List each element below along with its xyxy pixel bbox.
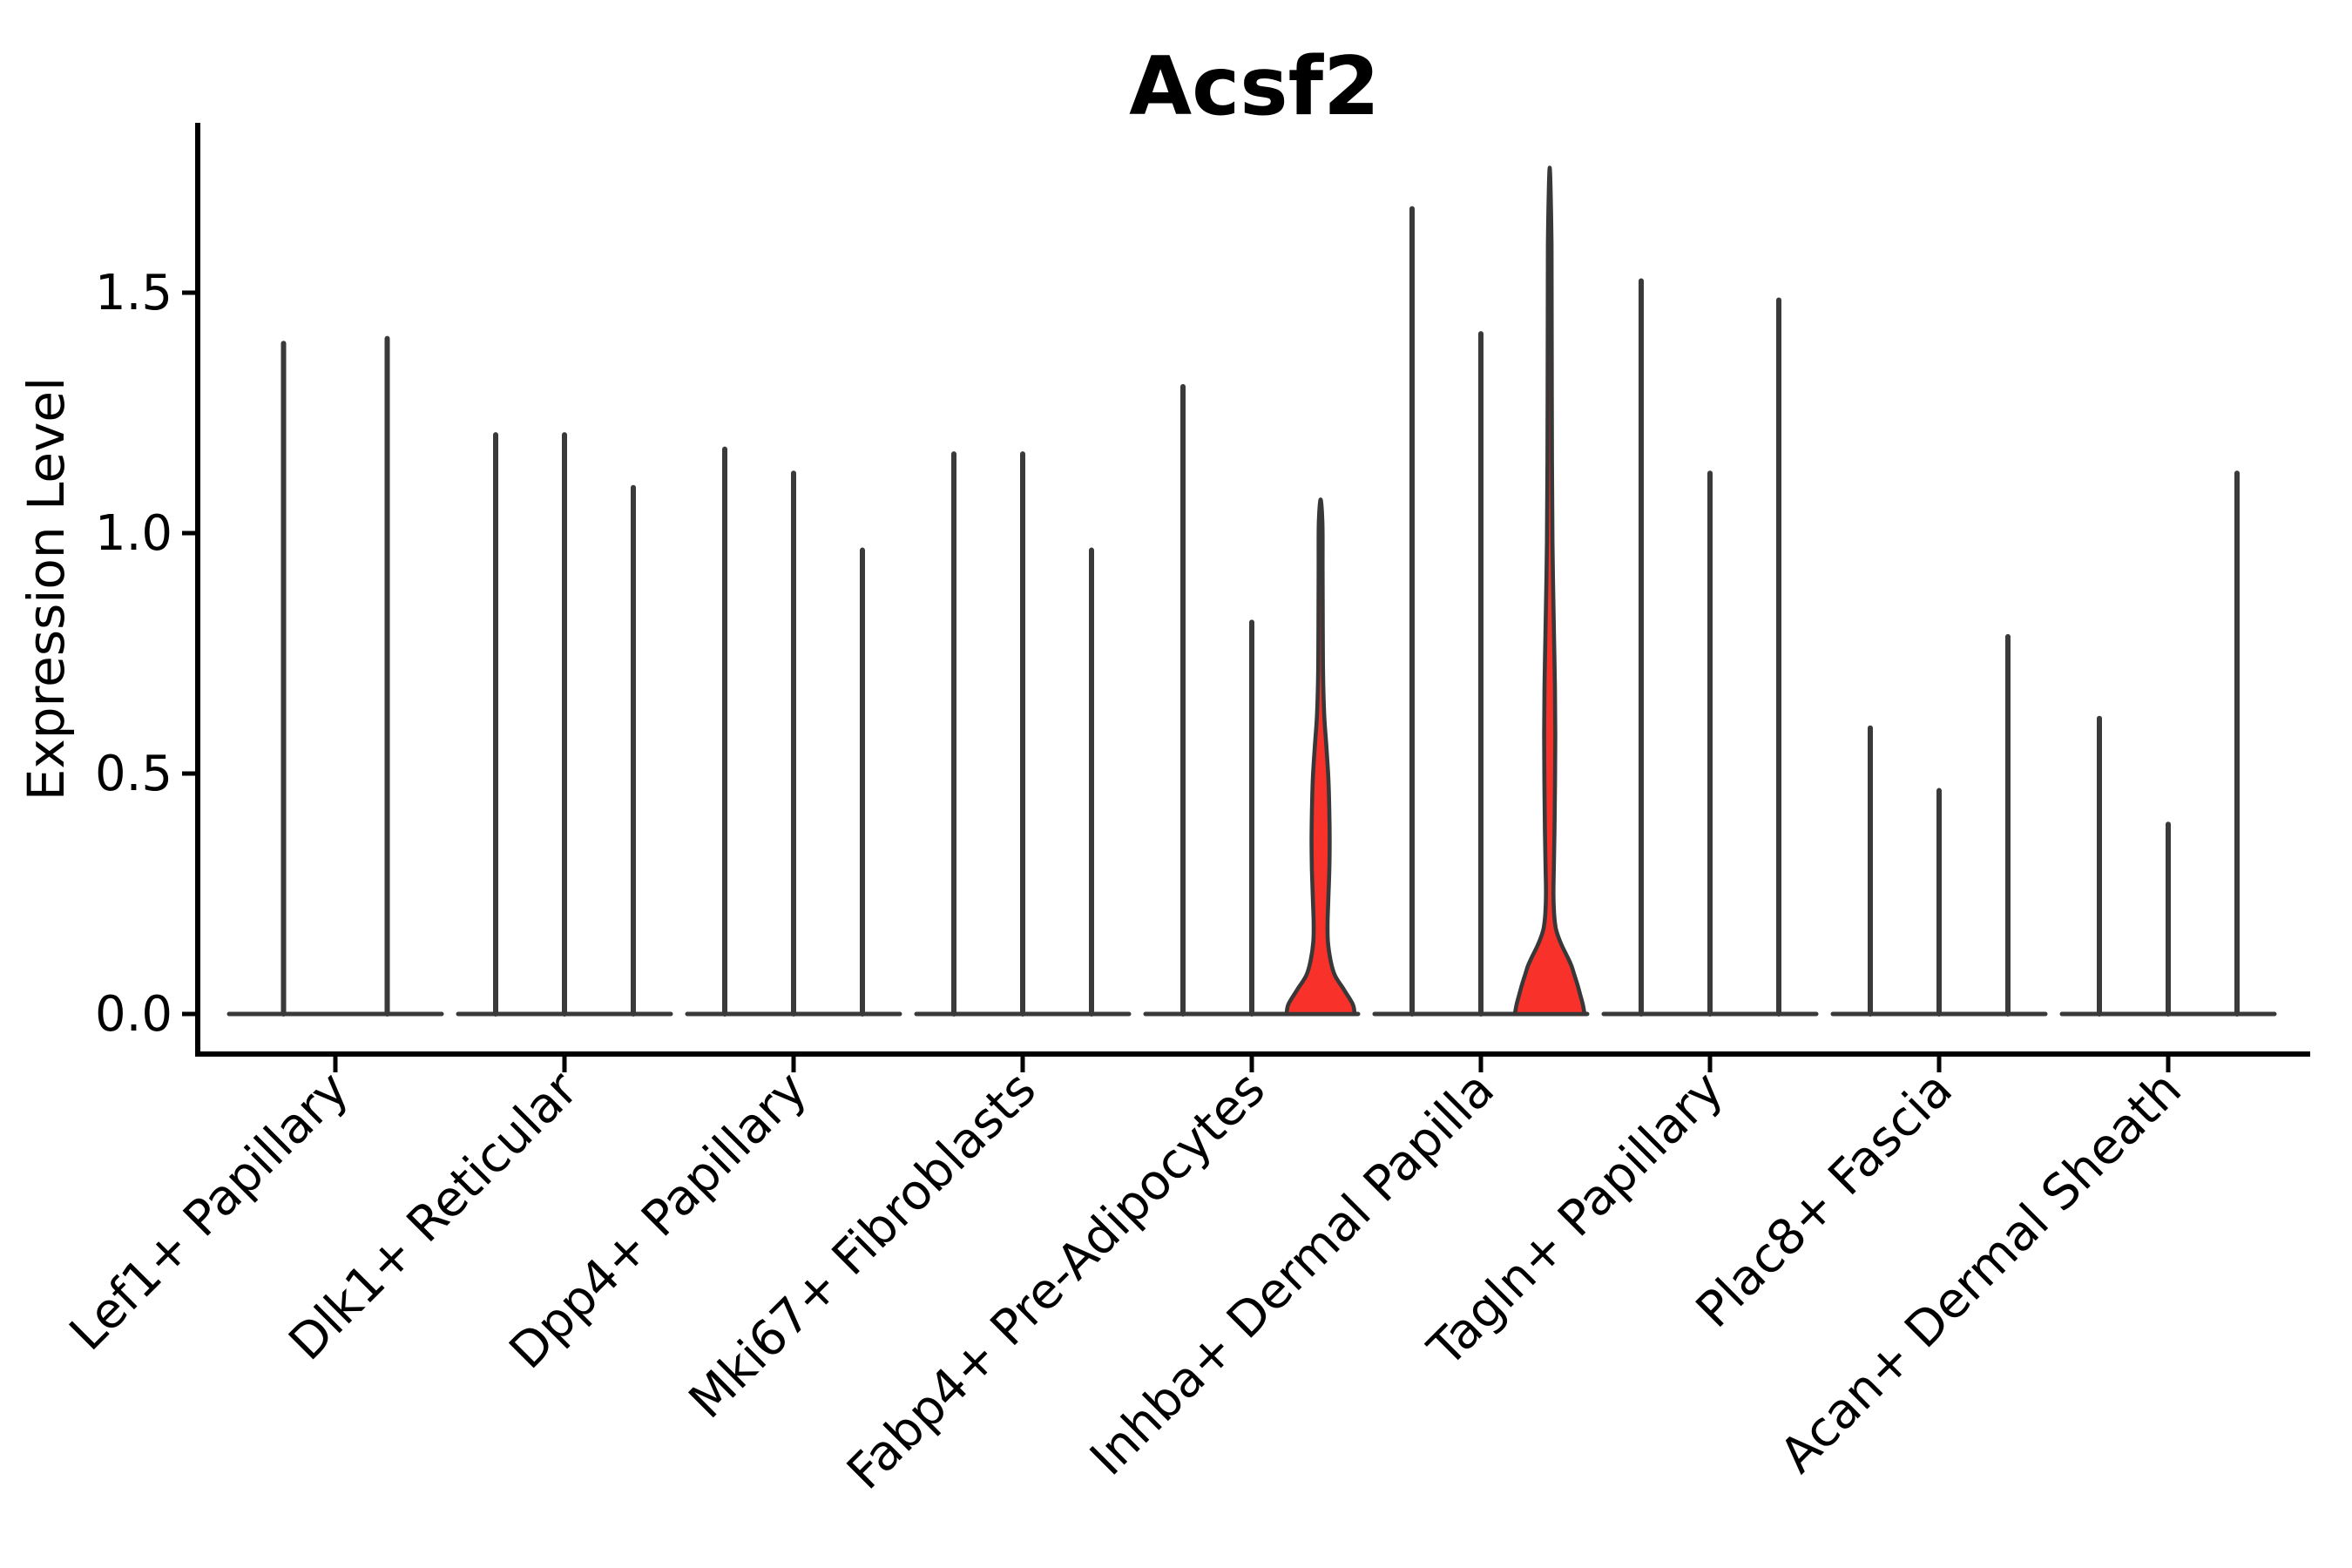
y-tick-label: 0.5 bbox=[95, 746, 172, 802]
y-tick-label: 1.5 bbox=[95, 265, 172, 321]
violin-highlighted bbox=[1284, 497, 1357, 1017]
y-tick-label: 1.0 bbox=[95, 505, 172, 562]
y-axis-label: Expression Level bbox=[17, 377, 76, 801]
y-tick-label: 0.0 bbox=[95, 986, 172, 1043]
x-tick-label: Fabp4+ Pre-Adipocytes bbox=[836, 1061, 1276, 1501]
x-tick-label: Acan+ Dermal Sheath bbox=[1769, 1061, 2193, 1484]
chart-title: Acsf2 bbox=[1129, 39, 1380, 133]
x-tick-label: Inhba+ Dermal Papilla bbox=[1079, 1061, 1505, 1487]
violin-highlighted bbox=[1512, 166, 1587, 1017]
